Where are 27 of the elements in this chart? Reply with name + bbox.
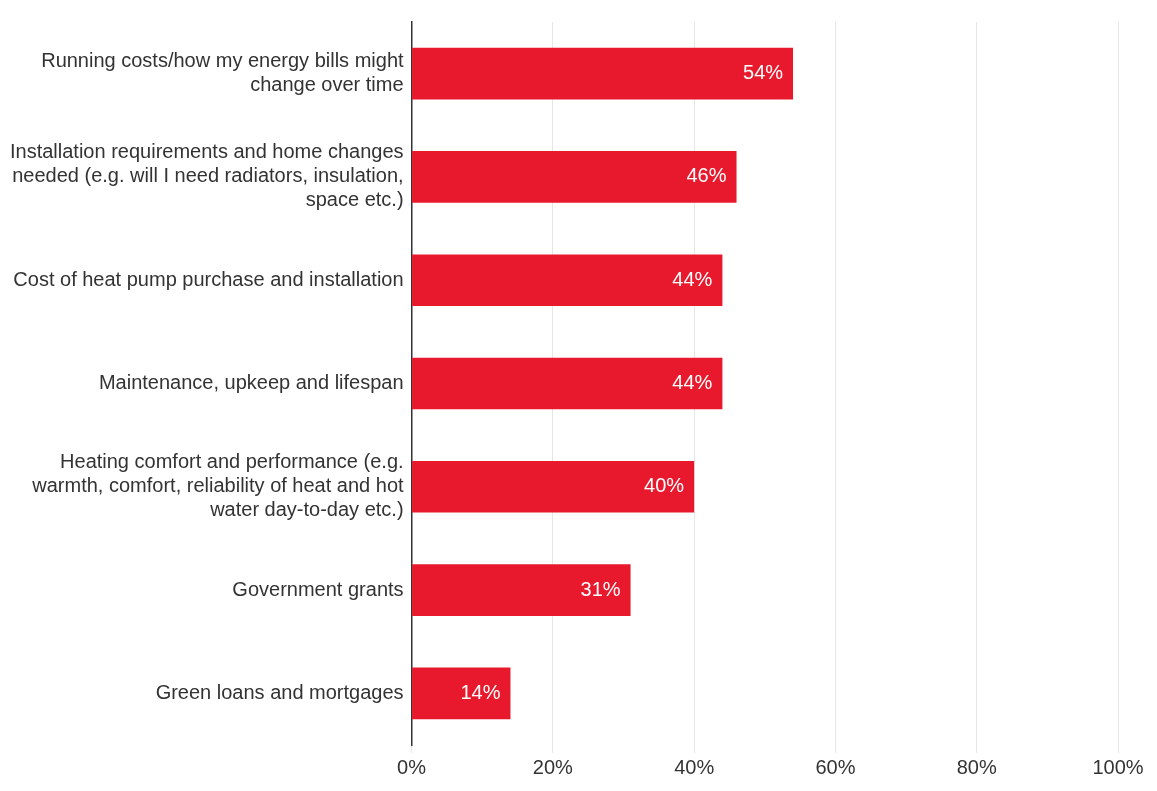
x-tick-label: 80% bbox=[956, 755, 997, 778]
y-tick-label: Green loans and mortgages bbox=[155, 680, 404, 703]
y-tick-label: Installation requirements and home changes needed (e.g. will I need radiators, insulation, space etc.) bbox=[10, 140, 404, 211]
x-tick-label: 20% bbox=[532, 755, 574, 778]
data-label: 40% bbox=[644, 474, 685, 497]
bar bbox=[412, 151, 737, 203]
x-tick-label: 0% bbox=[397, 755, 427, 778]
y-tick-label: Cost of heat pump purchase and installation bbox=[13, 267, 404, 290]
x-tick-label: 100% bbox=[1092, 755, 1144, 778]
data-label: 31% bbox=[580, 577, 621, 600]
y-tick-label: Government grants bbox=[232, 577, 404, 600]
bar bbox=[412, 460, 695, 513]
data-label: 14% bbox=[460, 680, 501, 703]
bar bbox=[412, 357, 723, 410]
bar bbox=[412, 667, 511, 720]
data-label: 54% bbox=[743, 61, 784, 84]
data-label: 46% bbox=[686, 164, 727, 187]
x-tick-label: 60% bbox=[815, 755, 856, 778]
x-tick-label: 40% bbox=[674, 755, 715, 778]
data-label: 44% bbox=[672, 267, 713, 290]
bar bbox=[412, 564, 631, 616]
y-tick-label: Maintenance, upkeep and lifespan bbox=[98, 371, 404, 394]
bar bbox=[412, 254, 723, 307]
y-tick-label: Running costs/how my energy bills might change over time bbox=[41, 49, 405, 96]
data-label: 44% bbox=[672, 371, 713, 394]
y-tick-label: Heating comfort and performance (e.g. warmth, comfort, reliability of heat and hot water day-to-day etc.) bbox=[31, 450, 405, 521]
bar bbox=[412, 47, 794, 100]
